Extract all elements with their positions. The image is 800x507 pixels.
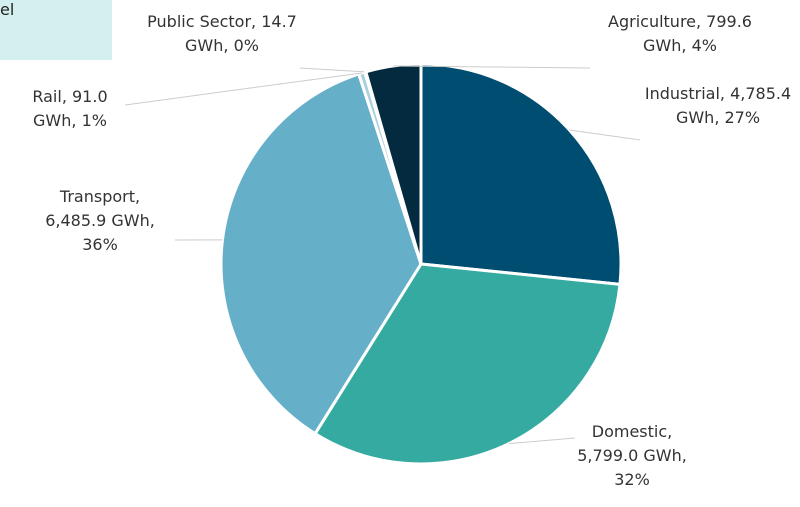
- leader-line: [299, 67, 366, 73]
- data-label: Transport, 6,485.9 GWh, 36%: [45, 187, 155, 254]
- partial-text: el: [0, 0, 15, 19]
- leader-line: [124, 72, 362, 106]
- data-label: Industrial, 4,785.4 GWh, 27%: [644, 84, 792, 127]
- pie-slice: [219, 72, 423, 436]
- data-label: Agriculture, 799.6 GWh, 4%: [608, 12, 752, 55]
- leader-line: [393, 65, 591, 69]
- data-label: Domestic, 5,799.0 GWh, 32%: [577, 422, 687, 489]
- data-label: Public Sector, 14.7 GWh, 0%: [147, 12, 297, 55]
- pie-slice: [419, 62, 623, 286]
- legend-box-fragment: [0, 0, 112, 60]
- leader-line: [569, 129, 641, 141]
- data-label: Rail, 91.0 GWh, 1%: [32, 87, 108, 130]
- leader-line: [508, 437, 576, 445]
